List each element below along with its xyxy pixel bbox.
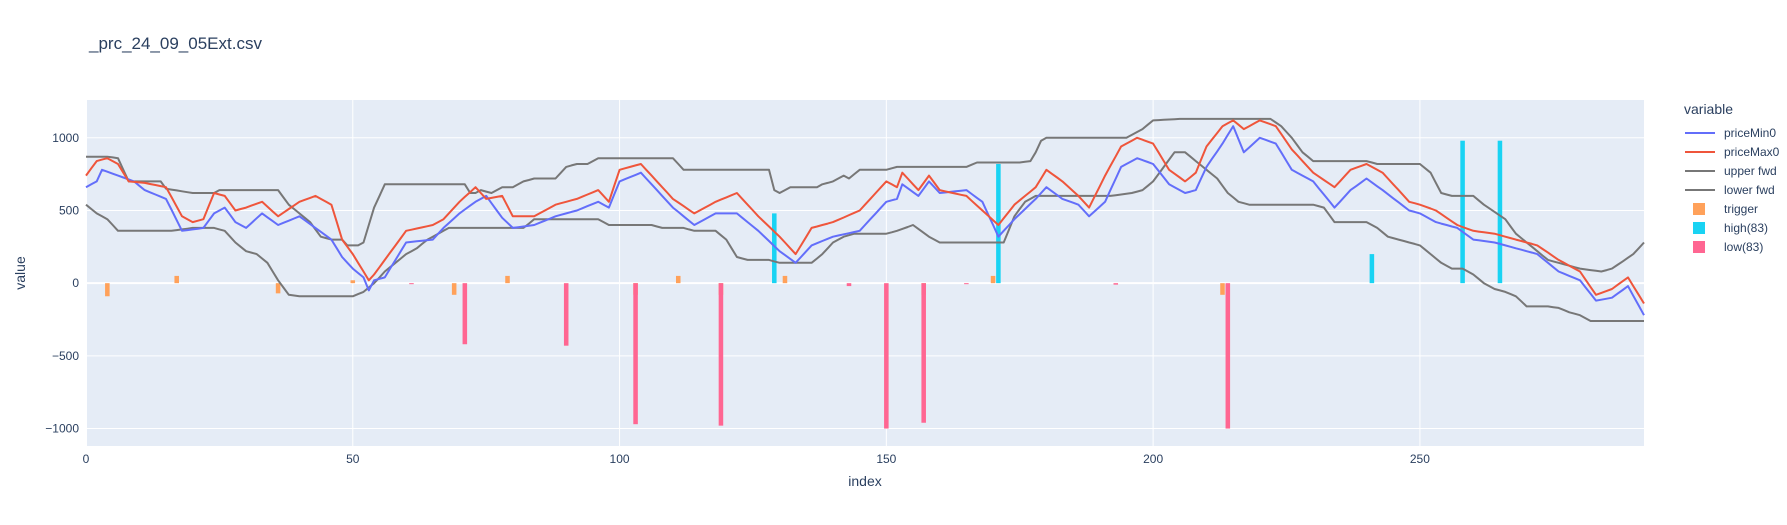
chart-title: _prc_24_09_05Ext.csv: [89, 34, 262, 53]
low(83)-bar: [884, 283, 889, 429]
trigger-bar: [350, 280, 356, 284]
legend-item-trigger[interactable]: trigger: [1693, 202, 1758, 216]
y-axis-title: value: [12, 256, 28, 290]
x-tick-label: 250: [1410, 452, 1430, 466]
y-tick-label: −1000: [45, 422, 79, 436]
legend-swatch: [1693, 203, 1705, 215]
legend-item-pricemax0[interactable]: priceMax0: [1685, 145, 1780, 159]
x-tick-label: 100: [610, 452, 630, 466]
low(83)-bar: [921, 283, 926, 423]
pricemin0-line: [85, 125, 1645, 316]
low(83)-bar: [462, 283, 468, 345]
trigger-bar: [505, 275, 510, 284]
y-tick-label: 500: [59, 203, 79, 217]
y-tick-label: 1000: [52, 131, 79, 145]
legend-item-pricemin0[interactable]: priceMin0: [1685, 126, 1776, 140]
x-tick-label: 200: [1143, 452, 1163, 466]
x-axis-title: index: [848, 473, 881, 489]
legend-swatch: [1693, 241, 1705, 253]
high(83)-bar: [1460, 140, 1465, 284]
x-tick-label: 50: [346, 452, 360, 466]
trigger-bar: [105, 283, 110, 297]
low(83)-bar: [1113, 283, 1119, 285]
trigger-bar: [451, 283, 457, 295]
trigger-bar: [1220, 283, 1225, 295]
legend[interactable]: variable priceMin0 priceMax0 upper fwd lower…: [1684, 101, 1780, 254]
legend-item-upper-fwd[interactable]: upper fwd: [1685, 164, 1777, 178]
high(83)-bar: [1497, 140, 1503, 284]
pricemax0-line: [85, 119, 1645, 305]
tick-labels: 0 50 100 150 200 250 −1000 −500 0 500 1000: [45, 131, 1430, 466]
y-tick-label: 0: [72, 276, 79, 290]
y-tick-label: −500: [52, 349, 79, 363]
trigger-bar: [990, 275, 996, 284]
legend-label: upper fwd: [1724, 164, 1777, 178]
low(83)-bar: [563, 283, 569, 346]
legend-item-high-83-[interactable]: high(83): [1693, 221, 1768, 235]
high(83)-bar: [1369, 254, 1375, 284]
legend-label: priceMax0: [1724, 145, 1780, 159]
legend-label: high(83): [1724, 221, 1768, 235]
legend-label: low(83): [1724, 240, 1763, 254]
legend-label: trigger: [1724, 202, 1758, 216]
low(83)-bar: [846, 283, 852, 287]
legend-title: variable: [1684, 101, 1733, 117]
legend-item-lower-fwd[interactable]: lower fwd: [1685, 183, 1775, 197]
trigger-bar: [675, 275, 681, 284]
legend-item-low-83-[interactable]: low(83): [1693, 240, 1763, 254]
high(83)-bar: [772, 213, 777, 284]
low(83)-bar: [718, 283, 724, 426]
low(83)-bar: [964, 283, 969, 285]
x-tick-label: 150: [876, 452, 896, 466]
trigger-bar: [782, 275, 788, 284]
trigger-bar: [275, 283, 281, 294]
grid-lines: [85, 100, 1644, 446]
plot-area: [86, 100, 1644, 446]
low(83)-bar: [1225, 283, 1231, 429]
lower-fwd-line: [85, 151, 1644, 322]
trigger-bar: [174, 275, 179, 284]
legend-swatch: [1693, 222, 1705, 234]
series-lines: [85, 117, 1645, 322]
legend-label: lower fwd: [1724, 183, 1775, 197]
low(83)-bar: [409, 283, 414, 285]
x-tick-label: 0: [83, 452, 90, 466]
legend-label: priceMin0: [1724, 126, 1776, 140]
low(83)-bar: [633, 283, 638, 425]
